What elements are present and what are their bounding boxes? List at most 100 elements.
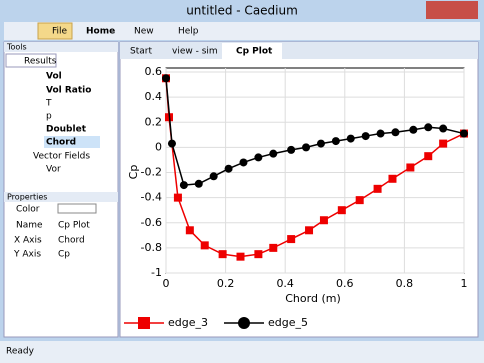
x-tick-label: 1 xyxy=(461,277,468,290)
legend-marker xyxy=(138,317,150,329)
marker xyxy=(424,152,433,161)
properties-table: Color Name Cp Plot X Axis Chord Y Axis C… xyxy=(13,203,97,260)
color-swatch[interactable] xyxy=(57,203,97,214)
properties-label: Properties xyxy=(7,193,47,202)
marker xyxy=(316,139,325,148)
x-tick-label: 0.8 xyxy=(396,277,414,290)
y-tick-label: 0.4 xyxy=(145,90,163,103)
marker xyxy=(305,226,314,235)
marker xyxy=(409,125,418,134)
marker xyxy=(439,124,448,133)
home-label[interactable]: Home xyxy=(86,27,115,37)
marker xyxy=(224,164,233,173)
y-tick-label: -1 xyxy=(151,266,162,279)
marker xyxy=(185,226,194,235)
y-tick-label: -0.4 xyxy=(141,191,162,204)
status: Ready xyxy=(6,347,35,357)
marker xyxy=(269,243,278,252)
marker xyxy=(162,74,170,83)
y-tick-label: 0.2 xyxy=(145,115,163,128)
toolbar xyxy=(4,22,480,40)
marker xyxy=(361,132,370,141)
marker xyxy=(319,216,328,225)
marker xyxy=(439,139,448,148)
results-tab-label: Results xyxy=(24,57,57,67)
legend-label: edge_5 xyxy=(268,316,308,329)
marker xyxy=(373,184,382,193)
tab[interactable]: Cp Plot xyxy=(236,47,273,57)
active-tab xyxy=(222,43,282,59)
marker xyxy=(269,149,278,158)
marker xyxy=(200,241,209,250)
marker xyxy=(337,206,346,215)
results-tab[interactable] xyxy=(5,53,57,68)
prop-key: Y Axis xyxy=(13,250,41,260)
x-axis-label: Chord (m) xyxy=(285,292,341,305)
y-tick-label: -0.8 xyxy=(141,241,162,254)
tree-item[interactable]: T xyxy=(45,99,52,109)
properties-header xyxy=(4,192,118,202)
x-tick-label: 0.2 xyxy=(217,277,235,290)
new-label[interactable]: New xyxy=(134,27,154,37)
marker xyxy=(254,153,263,162)
marker xyxy=(331,137,340,146)
file-label: File xyxy=(52,27,68,37)
close-button[interactable] xyxy=(426,1,478,19)
status-bar xyxy=(0,341,484,363)
toolbar-buttons: File Home New Help xyxy=(37,22,199,40)
y-axis-label: Cp xyxy=(127,165,140,180)
tab-bar xyxy=(120,42,478,59)
marker xyxy=(287,145,296,154)
marker xyxy=(287,235,296,244)
tree-item[interactable]: Vor xyxy=(46,165,61,175)
marker xyxy=(194,179,203,188)
y-tick-label: 0 xyxy=(155,140,162,153)
tree: Vol Vol Ratio T p Doublet Chord Vector F… xyxy=(33,72,100,175)
legend-label: edge_3 xyxy=(168,316,208,329)
help-label[interactable]: Help xyxy=(178,27,199,37)
prop-key: Color xyxy=(16,205,40,215)
marker xyxy=(406,163,415,172)
x-tick-label: 0.4 xyxy=(276,277,294,290)
marker xyxy=(179,181,188,190)
prop-value[interactable]: Cp xyxy=(58,250,70,260)
file-button[interactable] xyxy=(37,22,73,40)
tree-item[interactable]: Vol xyxy=(46,72,62,82)
plot-panel xyxy=(119,41,479,338)
tree-item[interactable]: Vol Ratio xyxy=(46,86,91,96)
marker xyxy=(376,129,385,138)
marker xyxy=(460,129,468,138)
marker xyxy=(236,252,245,261)
selection xyxy=(44,136,100,148)
tree-item[interactable]: Doublet xyxy=(46,125,87,135)
x-tick-label: 0 xyxy=(163,277,170,290)
tools-header xyxy=(4,42,118,52)
marker xyxy=(302,143,311,152)
marker xyxy=(424,123,433,132)
tab[interactable]: Start xyxy=(130,47,152,57)
prop-value[interactable]: Cp Plot xyxy=(58,221,90,231)
marker xyxy=(218,250,227,259)
marker xyxy=(209,172,218,181)
marker xyxy=(346,134,355,143)
window-title: untitled - Caedium xyxy=(186,4,298,18)
prop-key: Name xyxy=(16,221,43,231)
marker xyxy=(173,193,182,202)
x-tick-label: 0.6 xyxy=(336,277,354,290)
marker xyxy=(355,196,364,205)
y-tick-label: -0.6 xyxy=(141,216,162,229)
tree-item[interactable]: p xyxy=(46,112,52,122)
prop-key: X Axis xyxy=(14,236,42,246)
prop-value[interactable]: Chord xyxy=(58,236,85,246)
tree-item[interactable]: Vector Fields xyxy=(33,152,90,162)
y-tick-label: 0.6 xyxy=(145,65,163,78)
y-tick-label: -0.2 xyxy=(141,166,162,179)
tab[interactable]: view - sim xyxy=(172,47,218,57)
marker xyxy=(388,174,397,183)
legend-marker xyxy=(238,317,250,329)
tree-item[interactable]: Chord xyxy=(46,138,76,148)
marker xyxy=(239,158,248,167)
marker xyxy=(254,250,263,259)
marker xyxy=(391,128,400,137)
